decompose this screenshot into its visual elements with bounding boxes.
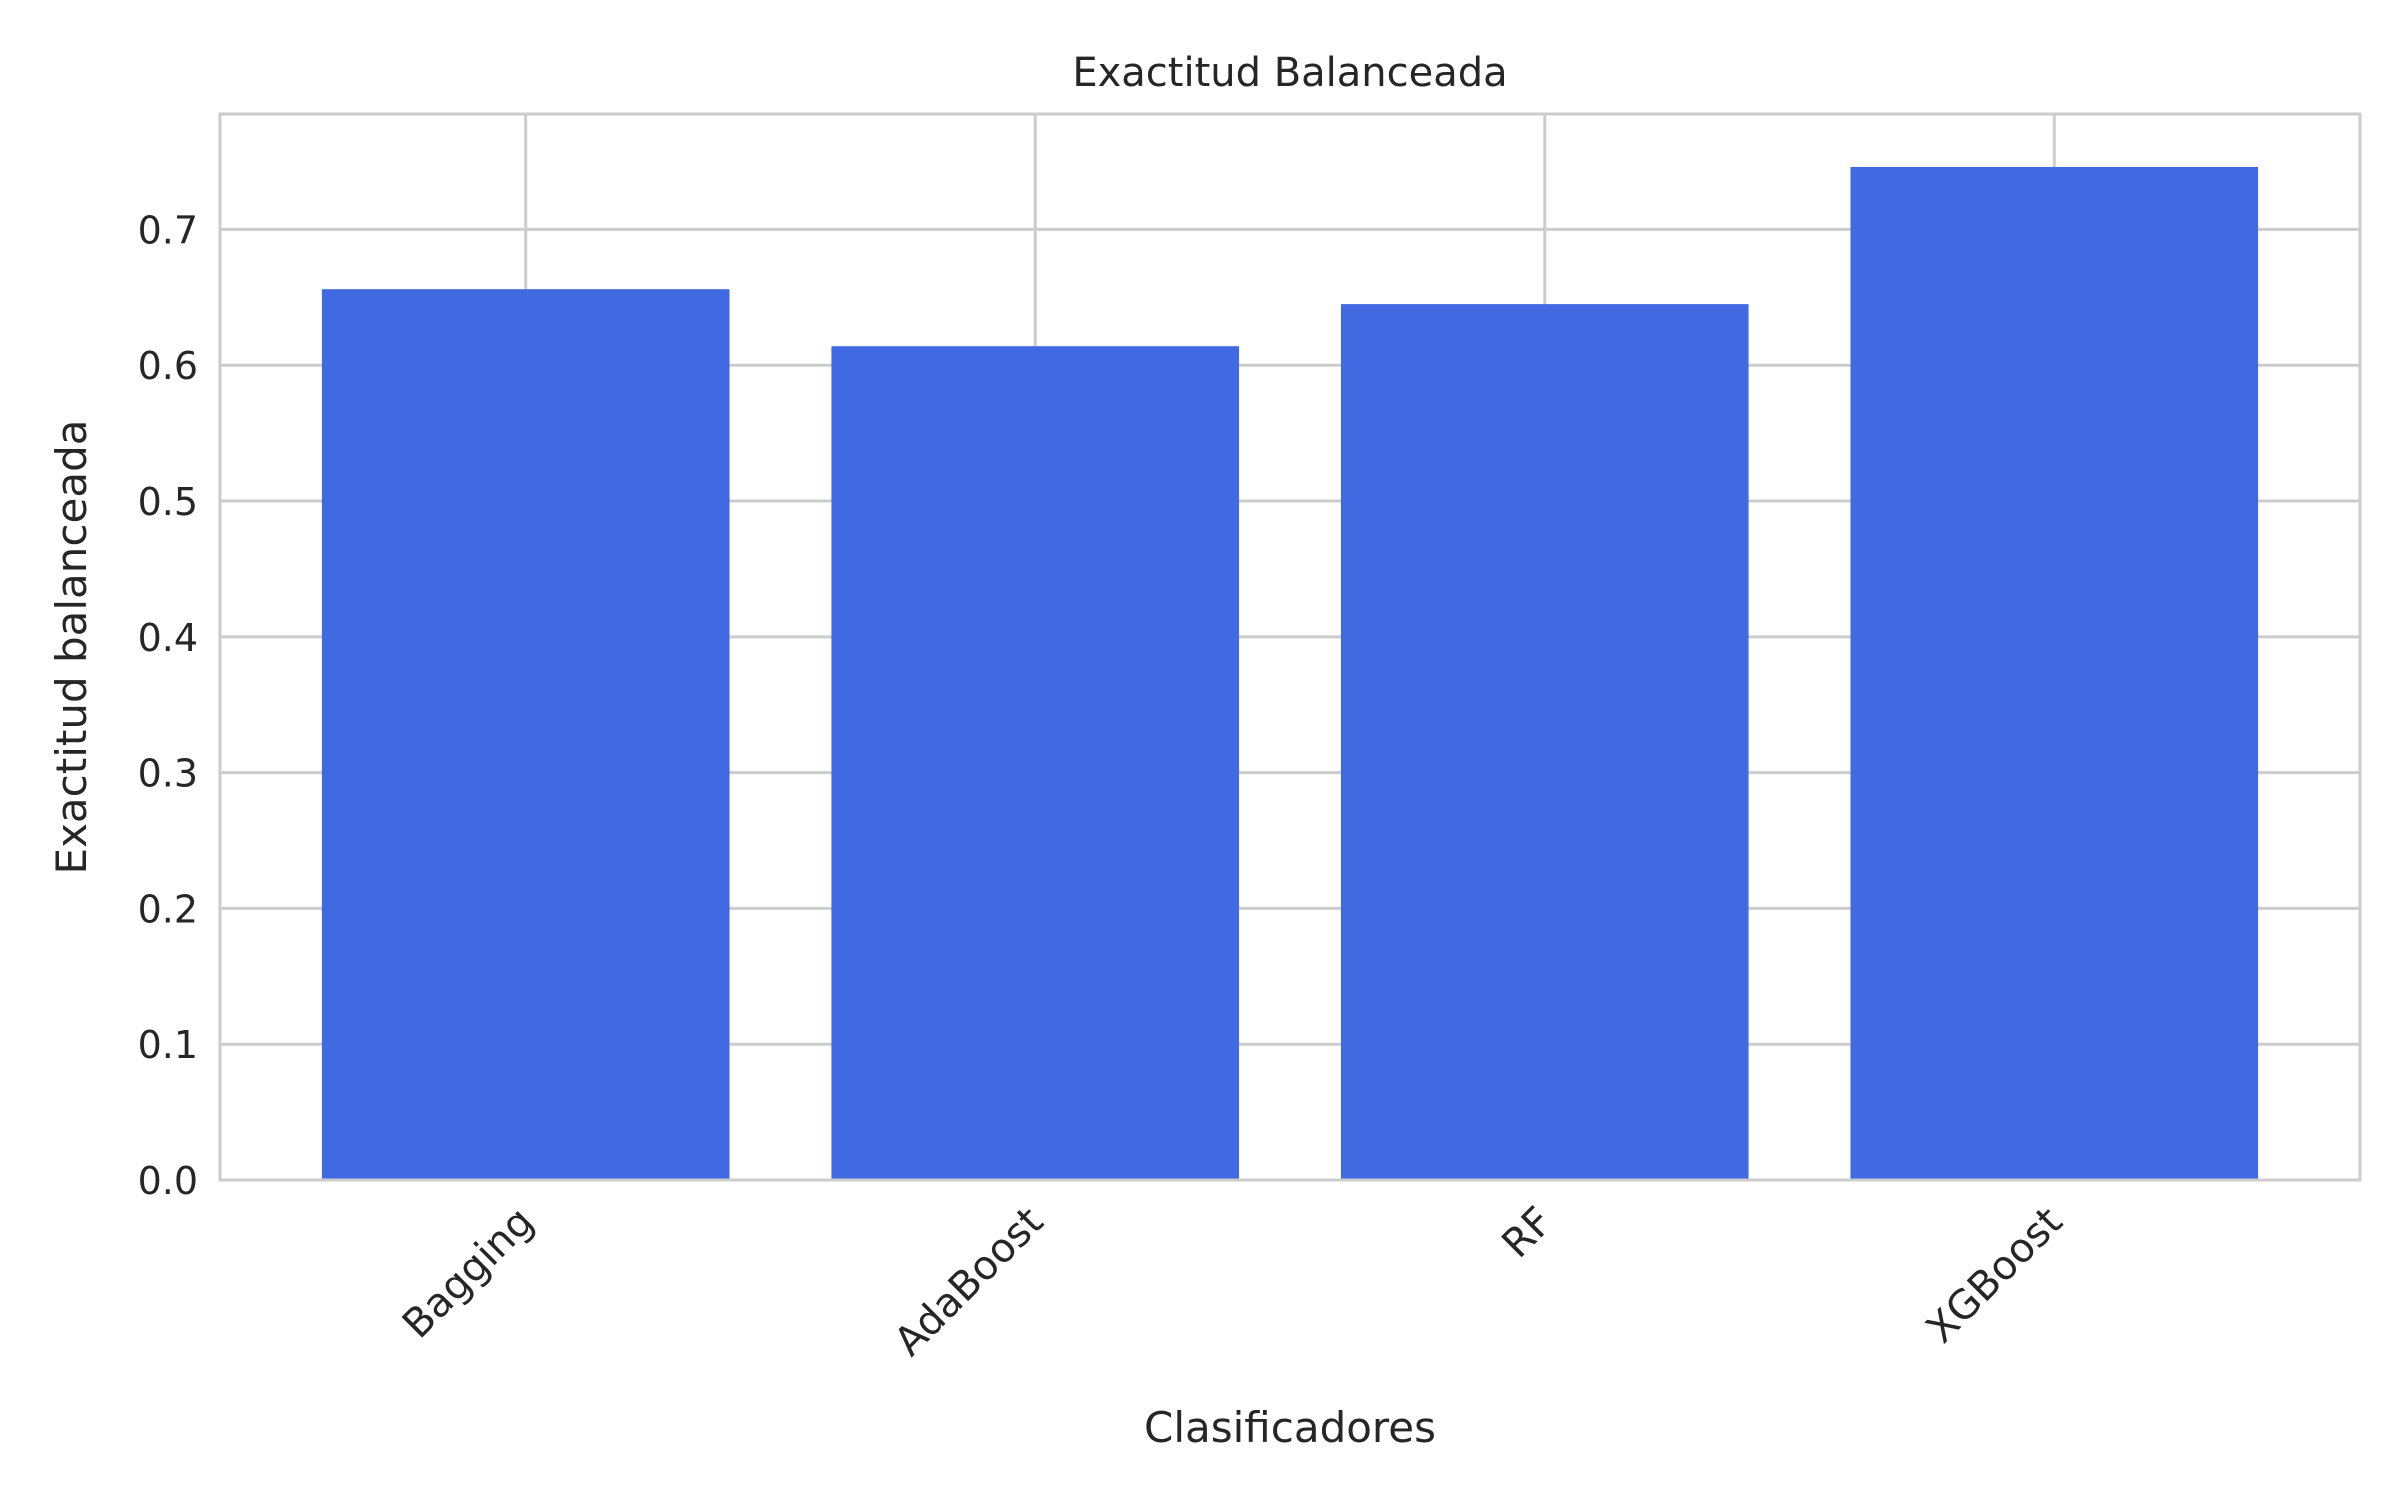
x-tick-label: XGBoost (1918, 1199, 2072, 1353)
y-tick-label: 0.1 (138, 1023, 198, 1067)
x-tick-label: Bagging (394, 1199, 543, 1348)
bar-rf (1340, 304, 1749, 1181)
bar-xgboost (1850, 166, 2259, 1180)
bar-bagging (321, 289, 730, 1180)
y-tick-label: 0.6 (138, 344, 198, 388)
chart-title: Exactitud Balanceada (1072, 50, 1507, 96)
plot-frame (218, 112, 2362, 1182)
y-tick-labels: 0.0 0.1 0.2 0.3 0.4 0.5 0.6 0.7 (138, 208, 198, 1203)
bar-adaboost (831, 346, 1240, 1181)
y-tick-label: 0.0 (138, 1159, 198, 1203)
bars (321, 166, 2259, 1181)
y-tick-label: 0.3 (138, 752, 198, 796)
x-axis-label: Clasificadores (1144, 1403, 1436, 1452)
x-tick-labels: Bagging AdaBoost RF XGBoost (394, 1199, 2071, 1366)
y-tick-label: 0.7 (138, 208, 198, 252)
y-tick-label: 0.4 (138, 616, 198, 660)
x-tick-label: AdaBoost (886, 1199, 1053, 1366)
x-tick-label: RF (1493, 1199, 1561, 1267)
y-tick-label: 0.5 (138, 480, 198, 524)
y-axis-label: Exactitud balanceada (47, 420, 96, 875)
y-tick-label: 0.2 (138, 887, 198, 931)
